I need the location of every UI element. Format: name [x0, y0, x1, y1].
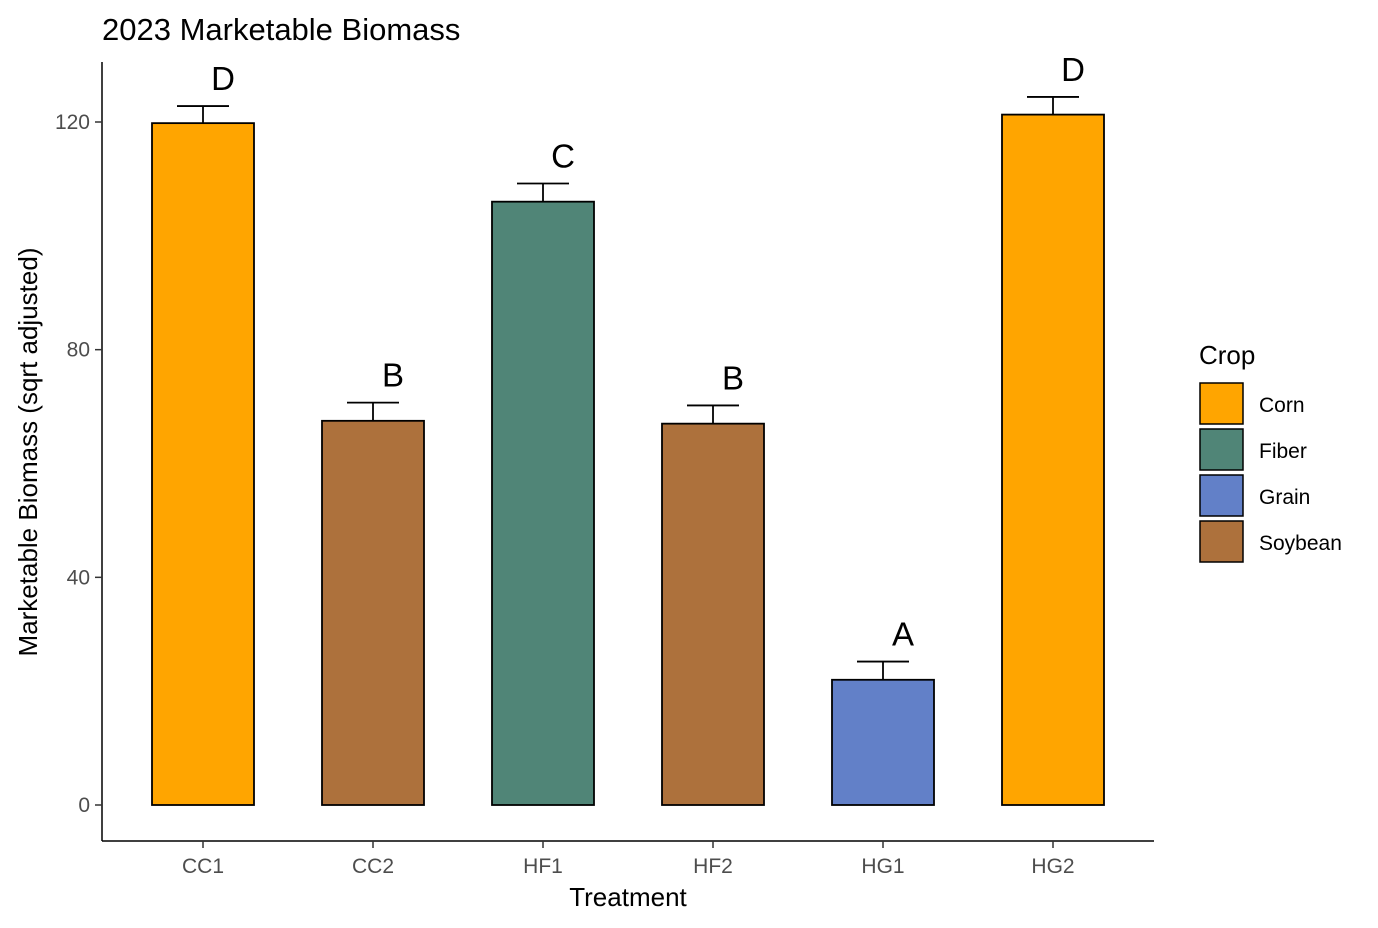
legend-key-soybean: [1199, 520, 1244, 563]
legend-title: Crop: [1199, 340, 1255, 370]
x-axis-ticks: CC1 CC2 HF1 HF2 HG1 HG2: [182, 841, 1075, 878]
bar-cc1: [151, 122, 255, 806]
error-bar-cc1: [177, 105, 229, 124]
significance-label-hg2: D: [1061, 51, 1085, 88]
x-tick-label: HF1: [523, 855, 563, 878]
plot-area: D B C B A D: [151, 51, 1105, 806]
error-bar-hg1: [857, 660, 909, 680]
x-axis-title: Treatment: [569, 882, 687, 912]
y-tick-label: 0: [78, 794, 90, 817]
significance-label-hf1: C: [551, 137, 575, 174]
legend-key-corn: [1199, 382, 1244, 425]
bar-hf1: [491, 200, 595, 806]
y-tick-label: 120: [55, 111, 90, 134]
chart-title: 2023 Marketable Biomass: [102, 12, 460, 47]
significance-label-cc2: B: [382, 357, 404, 394]
bar-cc2: [321, 419, 425, 806]
significance-label-hg1: A: [892, 616, 914, 653]
y-axis-ticks: 0 40 80 120: [55, 111, 102, 817]
legend-label-soybean: Soybean: [1259, 532, 1342, 555]
significance-label-hf2: B: [722, 359, 744, 396]
bar-hf2: [661, 422, 765, 806]
significance-label-cc1: D: [211, 60, 235, 97]
y-tick-label: 80: [67, 339, 90, 362]
x-tick-label: HG1: [861, 855, 904, 878]
bar-hg2: [1001, 113, 1105, 806]
significance-labels-layer: D B C B A D: [211, 51, 1085, 653]
bars-layer: [151, 113, 1105, 806]
x-tick-label: HG2: [1031, 855, 1074, 878]
legend-label-grain: Grain: [1259, 486, 1310, 509]
legend-key-fiber: [1199, 428, 1244, 471]
bar-hg1: [831, 678, 935, 806]
legend: Crop Corn Fiber Grain Soybean: [1199, 340, 1342, 563]
y-axis-title: Marketable Biomass (sqrt adjusted): [13, 248, 43, 657]
legend-key-grain: [1199, 474, 1244, 517]
legend-label-corn: Corn: [1259, 394, 1305, 417]
error-bar-cc2: [347, 401, 399, 421]
error-bars-layer: [177, 96, 1079, 680]
y-tick-label: 40: [67, 566, 90, 589]
x-tick-label: HF2: [693, 855, 733, 878]
x-tick-label: CC1: [182, 855, 224, 878]
error-bar-hf1: [517, 182, 569, 202]
error-bar-hg2: [1027, 96, 1079, 115]
error-bar-hf2: [687, 404, 739, 424]
legend-label-fiber: Fiber: [1259, 440, 1307, 463]
x-tick-label: CC2: [352, 855, 394, 878]
